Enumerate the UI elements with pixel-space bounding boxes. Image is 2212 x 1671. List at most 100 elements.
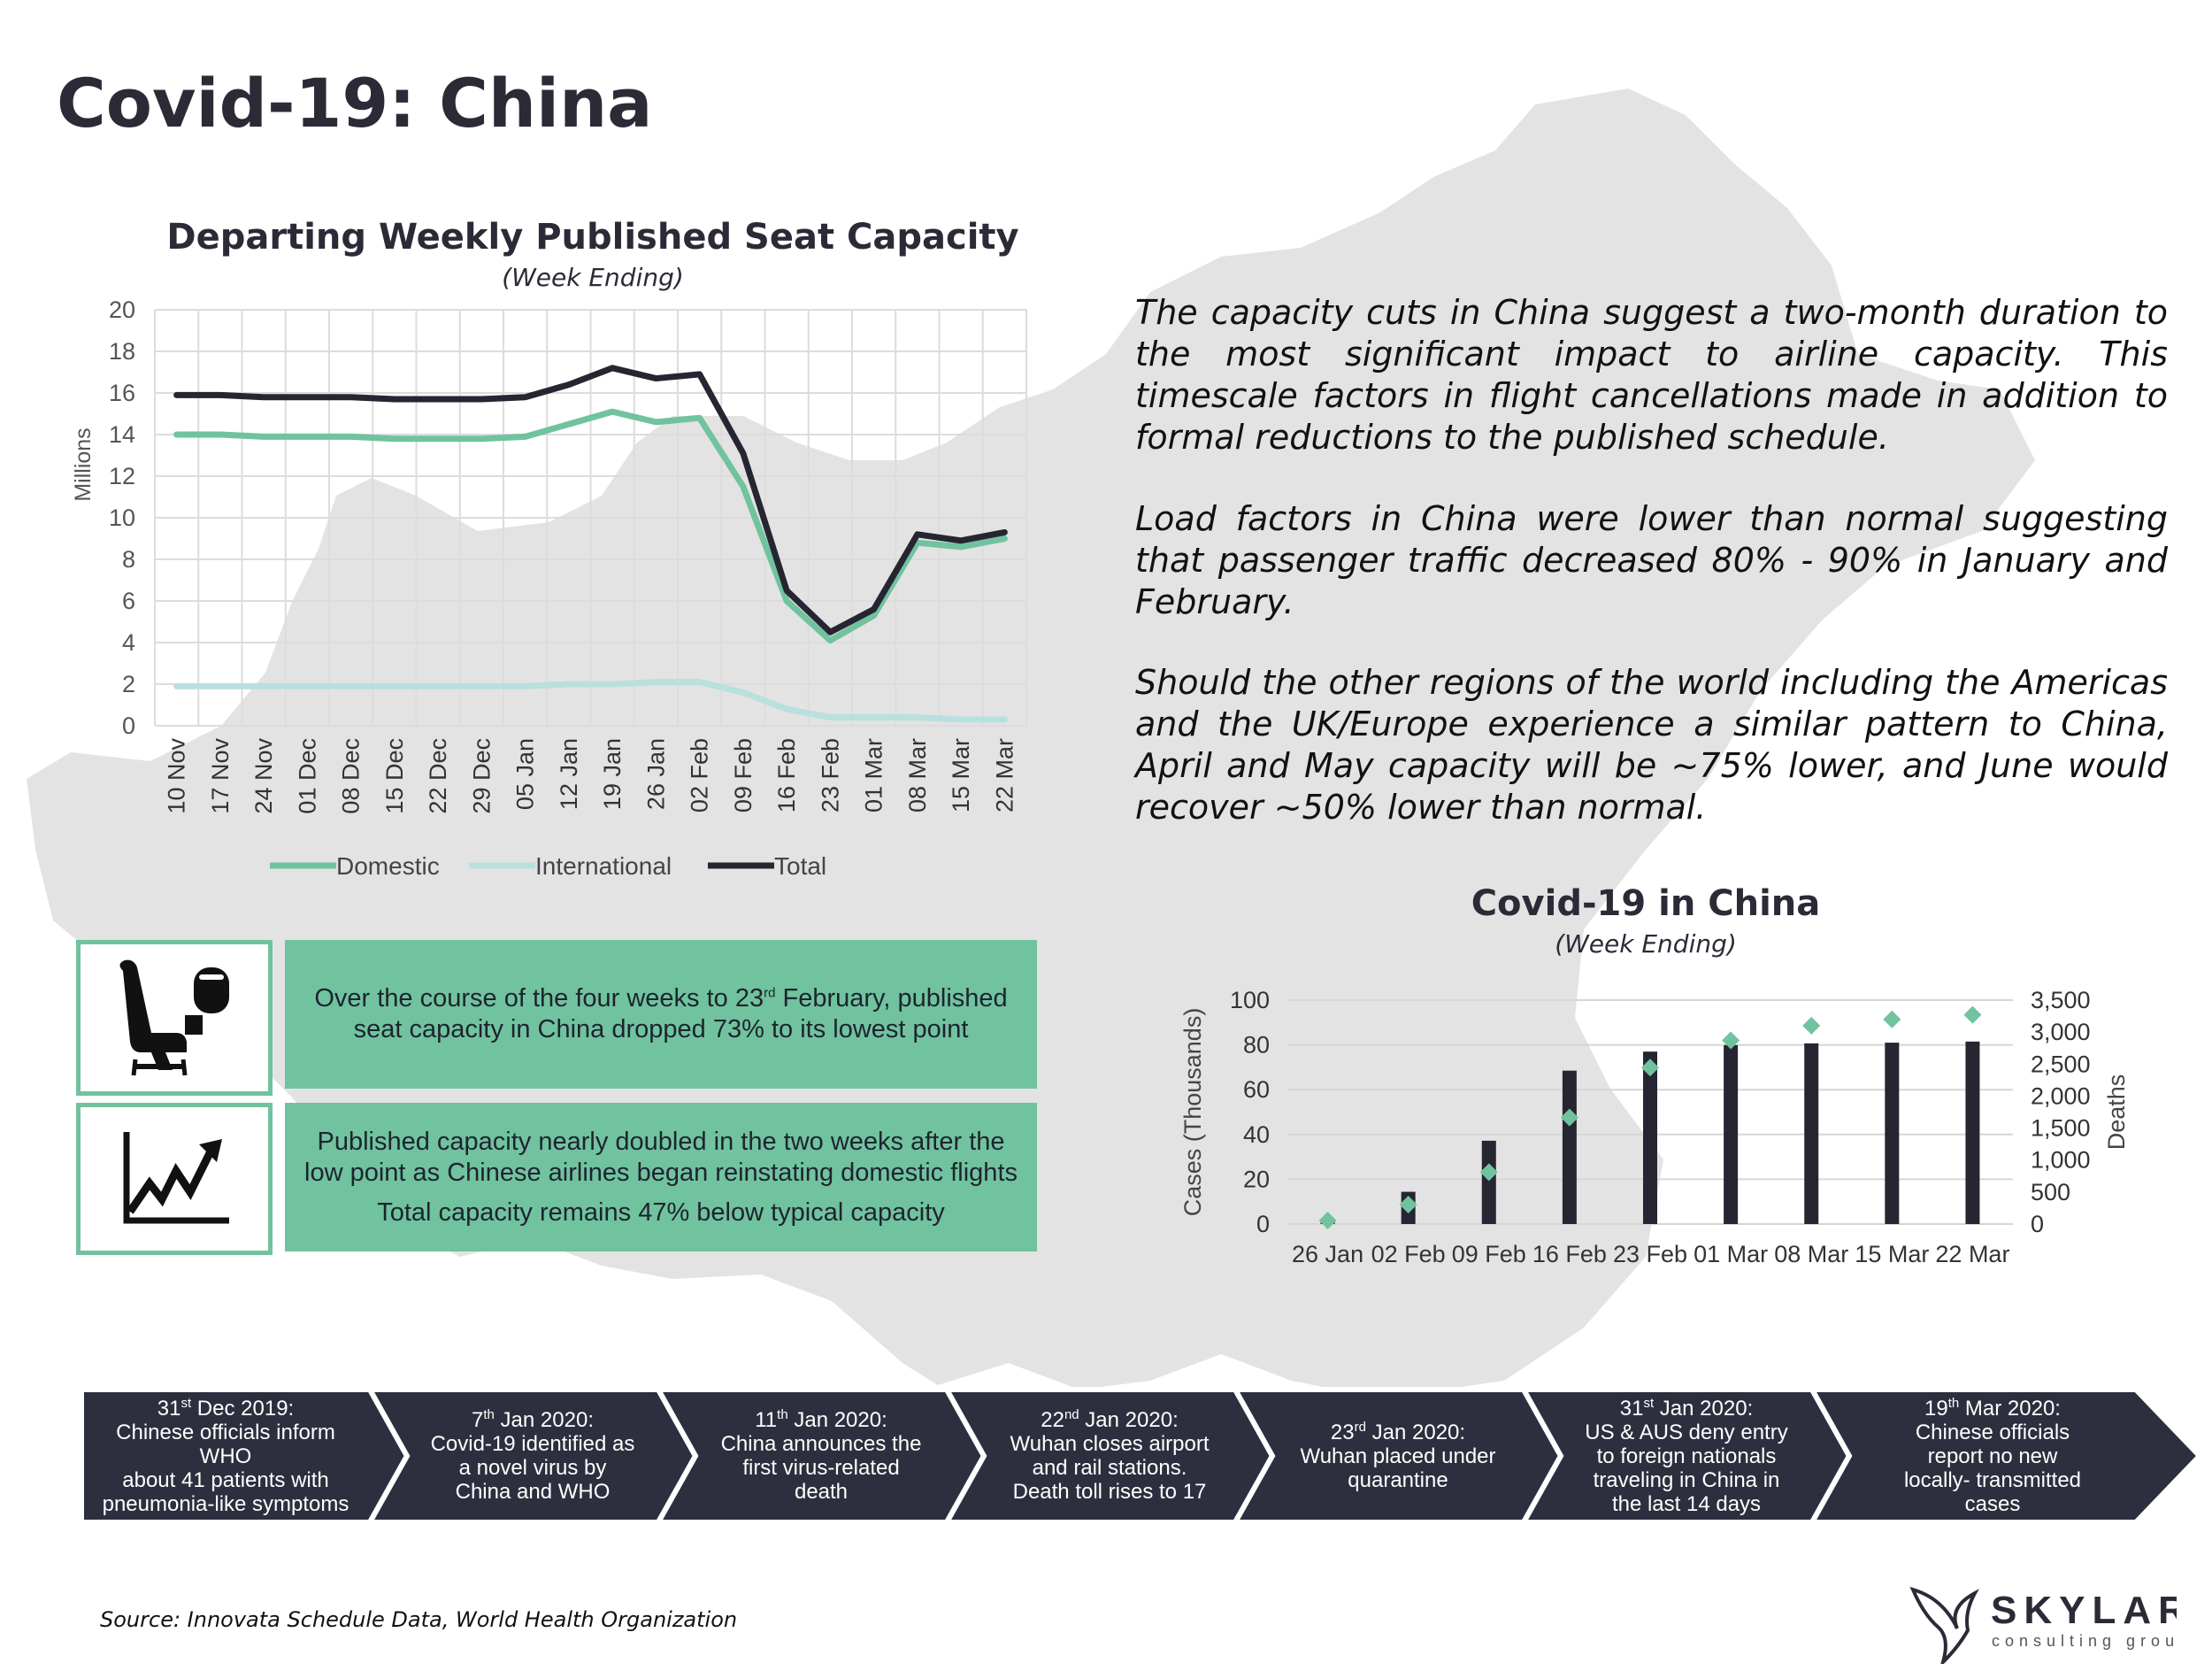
y-tick-label: 4 xyxy=(122,629,135,656)
cases-bar xyxy=(1481,1140,1496,1224)
y-tick-label: 14 xyxy=(109,421,135,448)
y-left-tick-label: 0 xyxy=(1256,1211,1270,1237)
timeline-event: 19th Mar 2020: Chinese officials report n… xyxy=(1849,1390,2136,1522)
x-tick-label: 09 Feb xyxy=(730,738,757,812)
timeline-description: Wuhan placed under quarantine xyxy=(1300,1444,1496,1492)
x-tick-label: 08 Mar xyxy=(904,738,931,812)
paragraph-2: Load factors in China were lower than no… xyxy=(1135,499,2168,621)
y-tick-label: 18 xyxy=(109,338,135,365)
timeline-description: China announces the first virus-related … xyxy=(720,1432,922,1504)
timeline-event: 22nd Jan 2020: Wuhan closes airport and r… xyxy=(984,1390,1235,1522)
x-tick-label: 22 Dec xyxy=(425,738,451,814)
y-left-tick-label: 100 xyxy=(1230,987,1270,1013)
y-left-tick-label: 40 xyxy=(1243,1121,1270,1148)
x-tick-label: 01 Mar xyxy=(861,738,887,812)
x-tick-label: 16 Feb xyxy=(773,738,800,812)
airplane-seat-icon-box xyxy=(76,940,273,1096)
y-left-tick-label: 20 xyxy=(1243,1166,1270,1192)
y-tick-label: 20 xyxy=(109,296,135,323)
rising-trend-icon xyxy=(123,1132,229,1224)
y-tick-label: 0 xyxy=(122,712,135,739)
logo-tagline: consulting group xyxy=(1992,1632,2177,1650)
y-left-tick-label: 60 xyxy=(1243,1076,1270,1103)
x-tick-label: 01 Dec xyxy=(294,738,320,814)
callout-2-line-3: Total capacity remains 47% below typical… xyxy=(377,1197,945,1227)
timeline-date: 22nd Jan 2020: xyxy=(1041,1407,1179,1432)
x-tick-label: 09 Feb xyxy=(1452,1241,1526,1267)
x-tick-label: 26 Jan xyxy=(1292,1241,1363,1267)
timeline-description: Chinese officials inform WHO about 41 pa… xyxy=(102,1420,349,1516)
capacity-chart-subtitle: (Week Ending) xyxy=(502,263,684,292)
timeline xyxy=(79,1387,2204,1525)
x-tick-label: 08 Mar xyxy=(1774,1241,1848,1267)
callout-capacity-drop: Over the course of the four weeks to 23r… xyxy=(285,940,1037,1089)
y-right-tick-label: 2,500 xyxy=(2031,1051,2091,1077)
timeline-date: 31st Dec 2019: xyxy=(157,1395,295,1421)
deaths-marker xyxy=(1318,1211,1337,1229)
y-right-tick-label: 3,500 xyxy=(2031,987,2091,1013)
callout-2-line-1: Published capacity nearly doubled in the… xyxy=(317,1127,1005,1156)
timeline-date: 19th Mar 2020: xyxy=(1924,1395,2061,1421)
x-tick-label: 10 Nov xyxy=(164,738,190,814)
x-tick-label: 08 Dec xyxy=(338,738,365,814)
legend-label-total: Total xyxy=(774,852,826,880)
y-left-tick-label: 80 xyxy=(1243,1032,1270,1059)
y-right-tick-label: 500 xyxy=(2031,1179,2070,1205)
paragraph-3: Should the other regions of the world in… xyxy=(1135,663,2168,827)
series-line-domestic xyxy=(173,408,1008,644)
x-tick-label: 26 Jan xyxy=(642,738,669,810)
timeline-event: 11th Jan 2020: China announces the first … xyxy=(695,1390,947,1522)
timeline-date: 31st Jan 2020: xyxy=(1619,1395,1754,1421)
legend-label-domestic: Domestic xyxy=(336,852,440,880)
covid-chart-title: Covid-19 in China xyxy=(1471,883,1821,924)
timeline-description: Chinese officials report no new locally-… xyxy=(1903,1420,2082,1516)
deaths-marker xyxy=(1399,1196,1417,1214)
airplane-seat-icon xyxy=(119,959,229,1076)
deaths-marker xyxy=(1722,1031,1740,1050)
deaths-marker xyxy=(1963,1005,1982,1024)
y-tick-label: 10 xyxy=(109,504,135,531)
x-tick-label: 19 Jan xyxy=(599,738,626,810)
x-tick-label: 15 Mar xyxy=(1855,1241,1929,1267)
callout-capacity-recovery: Published capacity nearly doubled in the… xyxy=(285,1103,1037,1251)
callout-1-text-b: February, published xyxy=(775,984,1008,1013)
cases-bar xyxy=(1643,1051,1657,1224)
timeline-event: 31st Jan 2020: US & AUS deny entry to for… xyxy=(1561,1390,1812,1522)
cases-bar xyxy=(1885,1043,1900,1224)
cases-bar xyxy=(1562,1070,1577,1224)
y-tick-label: 2 xyxy=(122,671,135,697)
y-tick-label: 16 xyxy=(109,380,135,406)
source-note: Source: Innovata Schedule Data, World He… xyxy=(100,1607,738,1632)
page-title: Covid-19: China xyxy=(57,64,653,142)
timeline-description: US & AUS deny entry to foreign nationals… xyxy=(1585,1420,1788,1516)
deaths-marker xyxy=(1479,1163,1498,1182)
callout-1-line-2: seat capacity in China dropped 73% to it… xyxy=(353,1015,969,1043)
series-line-international xyxy=(173,679,1008,723)
y-tick-label: 12 xyxy=(109,463,135,489)
cases-bar xyxy=(1804,1043,1819,1224)
timeline-date: 23rd Jan 2020: xyxy=(1330,1419,1466,1444)
logo-name: SKYLARK xyxy=(1991,1589,2177,1632)
deaths-marker xyxy=(1641,1059,1659,1077)
covid-chart-subtitle: (Week Ending) xyxy=(1555,929,1737,959)
capacity-grid xyxy=(154,309,1027,727)
skylark-logo: SKYLARK consulting group xyxy=(1902,1575,2212,1668)
x-tick-label: 24 Nov xyxy=(250,738,277,814)
deaths-marker xyxy=(1802,1016,1821,1035)
x-tick-label: 02 Feb xyxy=(1371,1241,1446,1267)
covid-cases-deaths-chart: 0 20 40 60 80 100 0 500 1,000 1,500 2,000 2,500 3,00… xyxy=(1179,987,2130,1267)
series-line-total xyxy=(173,365,1008,635)
capacity-line-chart: 0 2 4 6 8 10 12 14 16 18 20 Millions 10 Nov 17 Nov 24 … xyxy=(71,296,1027,880)
deaths-marker xyxy=(1560,1108,1578,1127)
x-tick-label: 17 Nov xyxy=(207,738,234,814)
x-tick-label: 01 Mar xyxy=(1694,1241,1768,1267)
x-tick-label: 22 Mar xyxy=(991,738,1018,812)
y-tick-label: 6 xyxy=(122,588,135,614)
x-tick-label: 15 Mar xyxy=(948,738,974,812)
y-axis-label: Millions xyxy=(71,427,96,501)
callout-1-text-a: Over the course of the four weeks to 23 xyxy=(314,984,764,1013)
capacity-chart-title: Departing Weekly Published Seat Capacity xyxy=(166,217,1019,258)
y-right-axis-label: Deaths xyxy=(2103,1074,2130,1151)
cases-bar xyxy=(1965,1041,1980,1224)
x-tick-label: 22 Mar xyxy=(1935,1241,2009,1267)
